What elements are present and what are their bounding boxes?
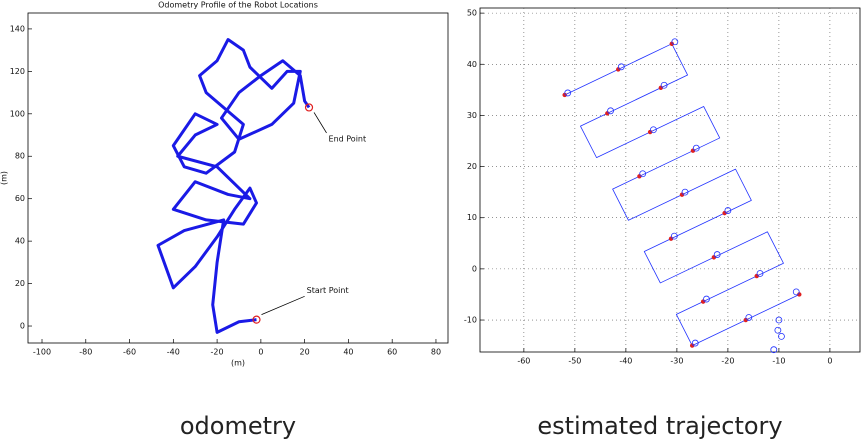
plot-frame xyxy=(479,7,861,353)
y-tick-label: 40 xyxy=(15,237,25,246)
y-tick-label: 80 xyxy=(15,152,25,161)
estimate-circle xyxy=(671,38,679,46)
annotation-marker xyxy=(252,315,261,324)
estimate-circle xyxy=(670,232,678,240)
estimate-circle xyxy=(650,126,657,134)
trajectory-line xyxy=(156,38,311,334)
x-tick-label: 80 xyxy=(431,348,441,357)
estimate-circle xyxy=(564,89,572,97)
y-tick-label: 50 xyxy=(467,9,477,18)
caption: estimated trajectory xyxy=(537,412,782,440)
estimate-circle xyxy=(692,144,700,152)
estimate-circle xyxy=(681,188,689,196)
x-tick-label: -60 xyxy=(123,348,136,357)
estimate-circle xyxy=(617,63,625,71)
y-tick-label: 0 xyxy=(472,264,477,273)
y-tick-label: 20 xyxy=(467,162,477,171)
x-tick-label: 20 xyxy=(300,348,310,357)
x-tick-label: -20 xyxy=(721,357,734,366)
x-tick-label: 60 xyxy=(387,348,397,357)
estimate-circle xyxy=(792,288,800,296)
x-tick-label: 0 xyxy=(258,348,263,357)
landmark-point xyxy=(711,255,717,260)
caption: odometry xyxy=(180,412,296,440)
estimate-circle xyxy=(756,270,764,277)
x-tick-label: 40 xyxy=(343,348,353,357)
annotation-arrow xyxy=(313,112,327,134)
y-tick-label: 120 xyxy=(10,67,25,76)
x-tick-label: 0 xyxy=(827,357,832,366)
x-tick-label: -40 xyxy=(619,357,632,366)
y-axis-label: (m) xyxy=(0,171,9,185)
x-tick-label: -60 xyxy=(517,357,530,366)
x-tick-label: -10 xyxy=(772,357,785,366)
x-tick-label: -100 xyxy=(33,348,51,357)
y-tick-label: 30 xyxy=(467,111,477,120)
y-tick-label: 20 xyxy=(15,279,25,288)
estimate-circle xyxy=(745,314,753,321)
x-tick-label: -80 xyxy=(79,348,92,357)
estimate-circle xyxy=(713,251,721,258)
estimate-circle xyxy=(724,207,732,214)
estimate-circle xyxy=(703,295,710,303)
x-tick-label: -30 xyxy=(670,357,683,366)
x-tick-label: -50 xyxy=(568,357,581,366)
y-tick-label: 60 xyxy=(15,194,25,203)
x-tick-label: -40 xyxy=(167,348,180,357)
chart-title: Odometry Profile of the Robot Locations xyxy=(158,1,318,10)
plot-frame xyxy=(27,12,449,344)
estimate-circle xyxy=(607,107,614,115)
annotation-label: End Point xyxy=(329,134,367,143)
annotation-arrow xyxy=(261,295,305,316)
estimate-circle xyxy=(774,326,782,334)
estimate-circle xyxy=(691,339,699,347)
y-tick-label: 0 xyxy=(20,322,25,331)
annotation-marker xyxy=(304,103,314,112)
x-tick-label: -20 xyxy=(211,348,224,357)
y-tick-label: 40 xyxy=(467,60,477,69)
y-tick-label: 10 xyxy=(467,213,477,222)
x-axis-label: (m) xyxy=(231,359,245,368)
estimate-circle xyxy=(660,81,668,89)
estimate-circle xyxy=(778,332,785,340)
estimate-circle xyxy=(639,170,647,178)
estimate-circle xyxy=(775,316,783,324)
y-tick-label: -10 xyxy=(464,316,477,325)
annotation-label: Start Point xyxy=(307,286,349,295)
y-tick-label: 140 xyxy=(10,24,25,33)
y-tick-label: 100 xyxy=(10,109,25,118)
estimate-circle xyxy=(770,346,778,354)
